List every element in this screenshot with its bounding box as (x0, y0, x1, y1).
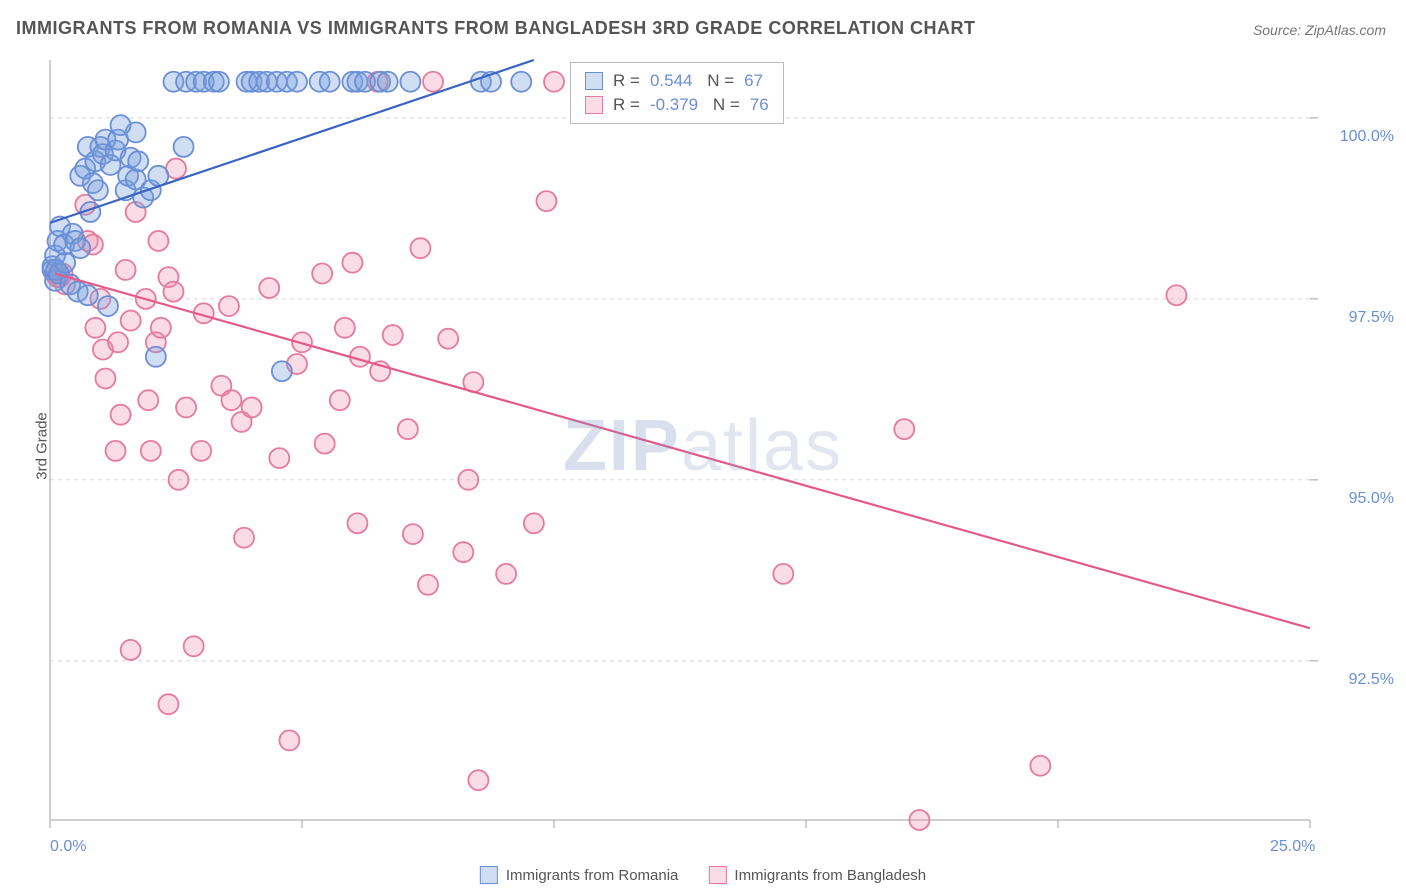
y-tick-label: 97.5% (1314, 309, 1394, 327)
legend-swatch-2 (708, 866, 726, 884)
stats-n-value-2: 76 (750, 95, 769, 115)
chart-container: IMMIGRANTS FROM ROMANIA VS IMMIGRANTS FR… (0, 0, 1406, 892)
stats-row-2: R = -0.379 N = 76 (585, 93, 769, 117)
legend-item-2: Immigrants from Bangladesh (708, 866, 926, 884)
stats-n-value-1: 67 (744, 71, 763, 91)
legend-bottom: Immigrants from Romania Immigrants from … (480, 866, 926, 884)
stats-row-1: R = 0.544 N = 67 (585, 69, 769, 93)
x-tick-label: 25.0% (1270, 838, 1315, 856)
stats-n-label-1: N = (702, 71, 734, 91)
chart-svg (0, 0, 1406, 892)
stats-swatch-1 (585, 72, 603, 90)
x-tick-label: 0.0% (50, 838, 86, 856)
stats-n-label-2: N = (708, 95, 740, 115)
legend-swatch-1 (480, 866, 498, 884)
stats-box: R = 0.544 N = 67 R = -0.379 N = 76 (570, 62, 784, 124)
y-tick-label: 92.5% (1314, 671, 1394, 689)
stats-r-label-1: R = (613, 71, 640, 91)
y-tick-label: 100.0% (1314, 128, 1394, 146)
stats-r-value-2: -0.379 (650, 95, 698, 115)
legend-label-2: Immigrants from Bangladesh (734, 867, 926, 884)
stats-r-label-2: R = (613, 95, 640, 115)
stats-swatch-2 (585, 96, 603, 114)
legend-item-1: Immigrants from Romania (480, 866, 679, 884)
stats-r-value-1: 0.544 (650, 71, 693, 91)
legend-label-1: Immigrants from Romania (506, 867, 679, 884)
y-tick-label: 95.0% (1314, 490, 1394, 508)
